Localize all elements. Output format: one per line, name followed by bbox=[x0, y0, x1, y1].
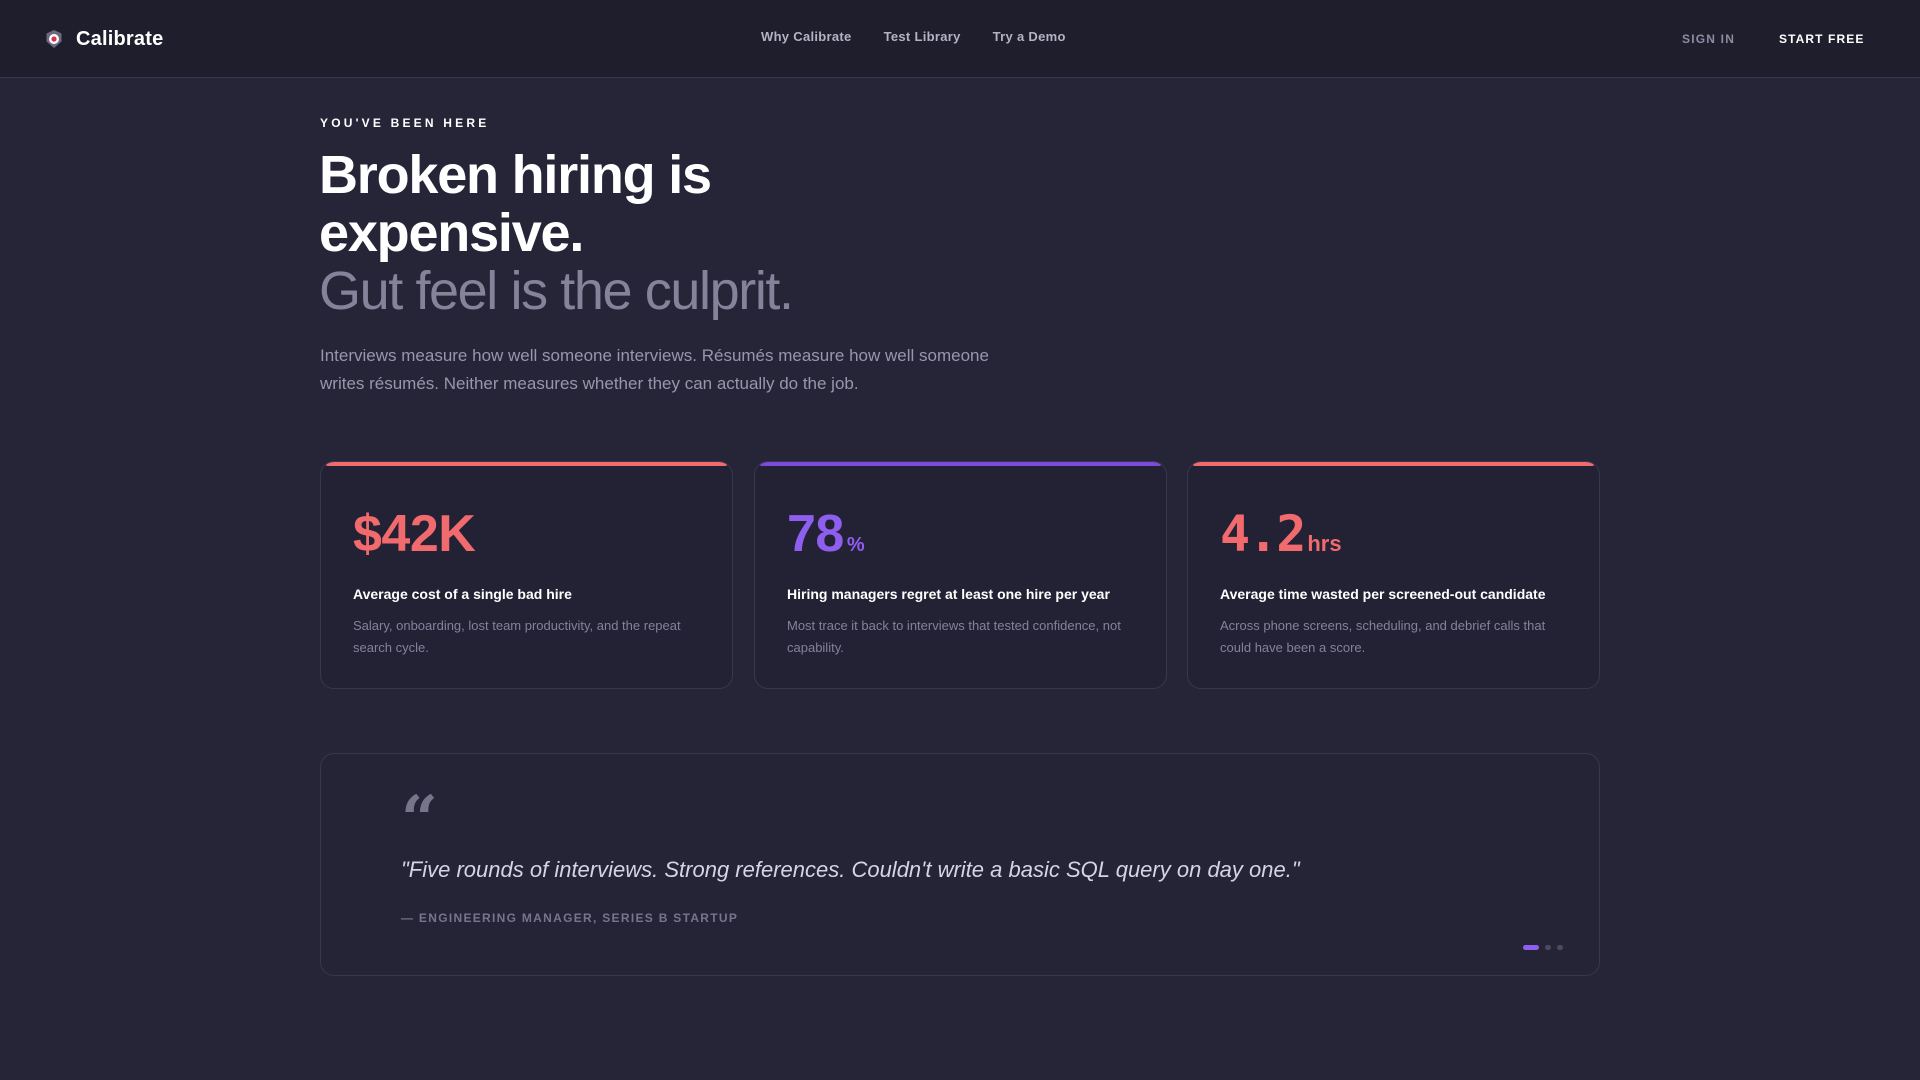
stat-description: Across phone screens, scheduling, and de… bbox=[1220, 618, 1546, 655]
headline-muted-line: Gut feel is the culprit. bbox=[319, 261, 794, 321]
stat-description: Most trace it back to interviews that te… bbox=[787, 618, 1121, 655]
stat-card-time-wasted: 4.2 hrs Average time wasted per screened… bbox=[1187, 461, 1600, 689]
carousel-dots bbox=[1523, 945, 1563, 950]
stat-card-bad-hire-cost: $42K Average cost of a single bad hire S… bbox=[320, 461, 733, 689]
hero-lead-text: Interviews measure how well someone inte… bbox=[320, 346, 989, 393]
card-accent-bar bbox=[1192, 462, 1595, 466]
stat-number: 78 bbox=[787, 505, 844, 563]
stat-description: Salary, onboarding, lost team productivi… bbox=[353, 618, 681, 655]
testimonial-citation: — ENGINEERING MANAGER, SERIES B STARTUP bbox=[401, 911, 739, 925]
headline-line-2: expensive. bbox=[319, 203, 584, 263]
brand-logo-link[interactable]: Calibrate bbox=[44, 26, 163, 52]
calibrate-logo-icon bbox=[46, 30, 62, 48]
hero-headline: Broken hiring is expensive. Gut feel is … bbox=[319, 146, 1119, 320]
stat-card-hiring-regret: 78 % Hiring managers regret at least one… bbox=[754, 461, 1167, 689]
stat-unit: % bbox=[846, 534, 865, 556]
brand-name: Calibrate bbox=[76, 27, 164, 50]
nav-try-a-demo[interactable]: Try a Demo bbox=[992, 29, 1066, 44]
stat-value: 4.2 hrs bbox=[1220, 504, 1342, 564]
sign-in-link[interactable]: SIGN IN bbox=[1682, 32, 1736, 46]
main-nav: Why Calibrate Test Library Try a Demo bbox=[761, 29, 1066, 44]
stat-title: Hiring managers regret at least one hire… bbox=[787, 586, 1110, 602]
hero-eyebrow: YOU'VE BEEN HERE bbox=[320, 116, 490, 130]
nav-why-calibrate[interactable]: Why Calibrate bbox=[761, 29, 852, 44]
card-accent-bar bbox=[759, 462, 1162, 466]
carousel-dot-2[interactable] bbox=[1545, 945, 1551, 950]
carousel-dot-3[interactable] bbox=[1557, 945, 1563, 950]
stat-title: Average cost of a single bad hire bbox=[353, 586, 572, 602]
stat-title: Average time wasted per screened-out can… bbox=[1220, 586, 1546, 602]
carousel-dot-1[interactable] bbox=[1523, 945, 1539, 950]
start-free-button[interactable]: START FREE bbox=[1779, 32, 1865, 46]
top-navigation-bar: Calibrate Why Calibrate Test Library Try… bbox=[0, 0, 1920, 78]
quote-mark-icon: “ bbox=[401, 782, 438, 857]
testimonial-quote: "Five rounds of interviews. Strong refer… bbox=[401, 857, 1300, 882]
stat-number: 4.2 bbox=[1220, 505, 1306, 563]
headline-line-1: Broken hiring is bbox=[319, 145, 712, 205]
card-accent-bar bbox=[325, 462, 728, 466]
nav-test-library[interactable]: Test Library bbox=[883, 29, 961, 44]
stat-value: 78 % bbox=[787, 504, 865, 564]
stat-value: $42K bbox=[353, 504, 476, 564]
testimonial-card: “ "Five rounds of interviews. Strong ref… bbox=[320, 753, 1600, 976]
stat-unit: hrs bbox=[1307, 531, 1342, 556]
stat-number: $42K bbox=[353, 505, 476, 563]
